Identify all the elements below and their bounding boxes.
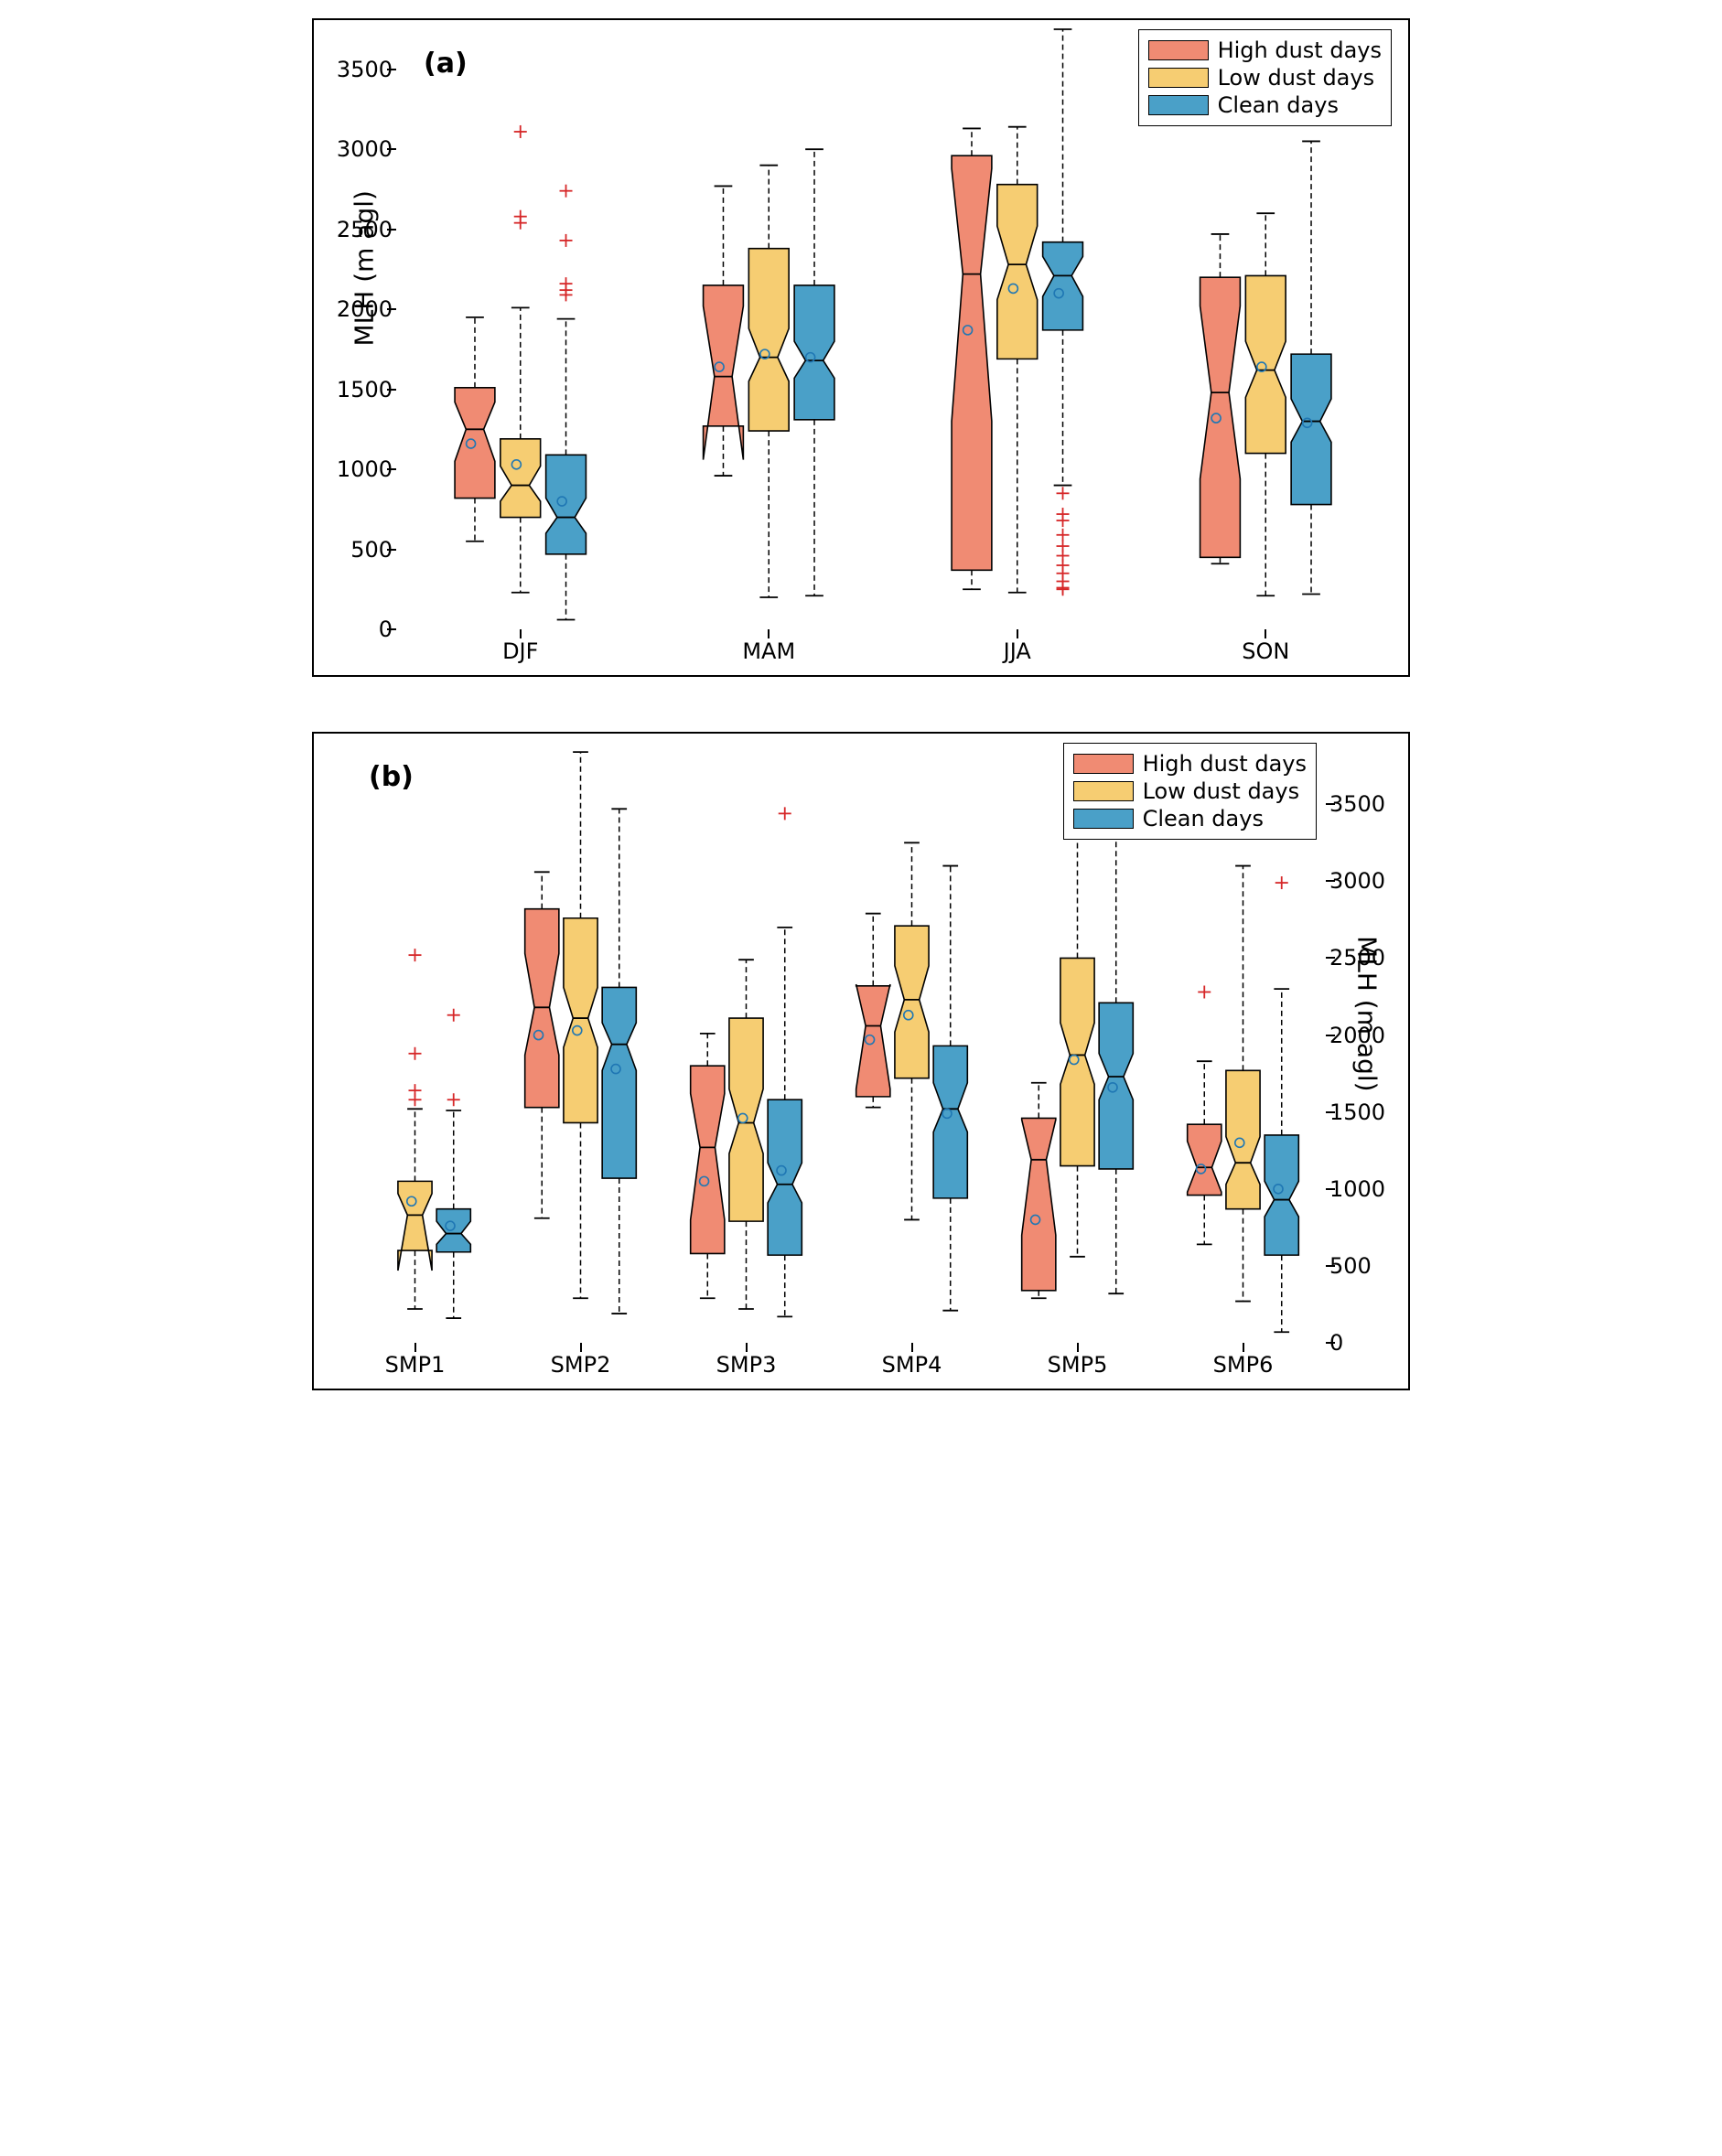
legend-swatch-high bbox=[1148, 40, 1209, 60]
legend-item-clean: Clean days bbox=[1148, 92, 1382, 118]
xtick-label: DJF bbox=[502, 638, 538, 664]
xtick-label: MAM bbox=[742, 638, 795, 664]
xtick-label: SMP4 bbox=[882, 1352, 942, 1378]
panel-b: (b) MLH (m agl) High dust days Low dust … bbox=[312, 732, 1410, 1390]
legend-label-high-b: High dust days bbox=[1143, 751, 1307, 777]
legend-label-low-b: Low dust days bbox=[1143, 778, 1300, 804]
ytick-label: 0 bbox=[319, 617, 393, 642]
figure-container: (a) MLH (m agl) High dust days Low dust … bbox=[312, 18, 1410, 1390]
xtick-label: SMP3 bbox=[716, 1352, 777, 1378]
xtick-mark bbox=[1077, 1343, 1079, 1352]
panel-a-label: (a) bbox=[424, 48, 468, 80]
xtick-label: SON bbox=[1242, 638, 1289, 664]
ytick-label: 3500 bbox=[319, 57, 393, 82]
legend-label-low: Low dust days bbox=[1218, 65, 1375, 91]
xtick-mark bbox=[1017, 629, 1018, 638]
legend-swatch-clean-b bbox=[1073, 809, 1134, 829]
ytick-label: 3000 bbox=[319, 136, 393, 162]
ytick-label: 3000 bbox=[1329, 868, 1403, 894]
legend-swatch-high-b bbox=[1073, 754, 1134, 774]
legend-label-clean: Clean days bbox=[1218, 92, 1339, 118]
legend-swatch-clean bbox=[1148, 95, 1209, 115]
xtick-label: SMP6 bbox=[1213, 1352, 1274, 1378]
ytick-label: 0 bbox=[1329, 1330, 1403, 1356]
xtick-mark bbox=[911, 1343, 913, 1352]
xtick-mark bbox=[1265, 629, 1266, 638]
xtick-label: SMP2 bbox=[551, 1352, 611, 1378]
ytick-label: 1500 bbox=[319, 377, 393, 402]
ytick-label: 1000 bbox=[1329, 1176, 1403, 1202]
xtick-mark bbox=[520, 629, 522, 638]
xtick-mark bbox=[768, 629, 770, 638]
panel-a-legend: High dust days Low dust days Clean days bbox=[1138, 29, 1392, 126]
ytick-label: 1500 bbox=[1329, 1099, 1403, 1125]
panel-b-label: (b) bbox=[369, 761, 414, 793]
ytick-label: 2000 bbox=[1329, 1023, 1403, 1048]
legend-item-clean-b: Clean days bbox=[1073, 806, 1307, 831]
legend-item-high: High dust days bbox=[1148, 38, 1382, 63]
xtick-label: JJA bbox=[1004, 638, 1031, 664]
ytick-label: 1000 bbox=[319, 456, 393, 482]
ytick-label: 500 bbox=[319, 537, 393, 563]
panel-a: (a) MLH (m agl) High dust days Low dust … bbox=[312, 18, 1410, 677]
legend-swatch-low-b bbox=[1073, 781, 1134, 801]
legend-item-low-b: Low dust days bbox=[1073, 778, 1307, 804]
xtick-mark bbox=[580, 1343, 582, 1352]
legend-label-clean-b: Clean days bbox=[1143, 806, 1264, 831]
legend-swatch-low bbox=[1148, 68, 1209, 88]
xtick-mark bbox=[746, 1343, 748, 1352]
panel-a-ylabel: MLH (m agl) bbox=[350, 190, 380, 346]
legend-item-low: Low dust days bbox=[1148, 65, 1382, 91]
ytick-label: 2500 bbox=[319, 217, 393, 242]
ytick-label: 2000 bbox=[319, 296, 393, 322]
ytick-label: 500 bbox=[1329, 1253, 1403, 1279]
xtick-mark bbox=[414, 1343, 416, 1352]
ytick-label: 3500 bbox=[1329, 791, 1403, 817]
xtick-label: SMP1 bbox=[385, 1352, 446, 1378]
ytick-label: 2500 bbox=[1329, 945, 1403, 971]
legend-label-high: High dust days bbox=[1218, 38, 1382, 63]
xtick-mark bbox=[1243, 1343, 1244, 1352]
panel-b-legend: High dust days Low dust days Clean days bbox=[1063, 743, 1317, 840]
legend-item-high-b: High dust days bbox=[1073, 751, 1307, 777]
xtick-label: SMP5 bbox=[1048, 1352, 1108, 1378]
